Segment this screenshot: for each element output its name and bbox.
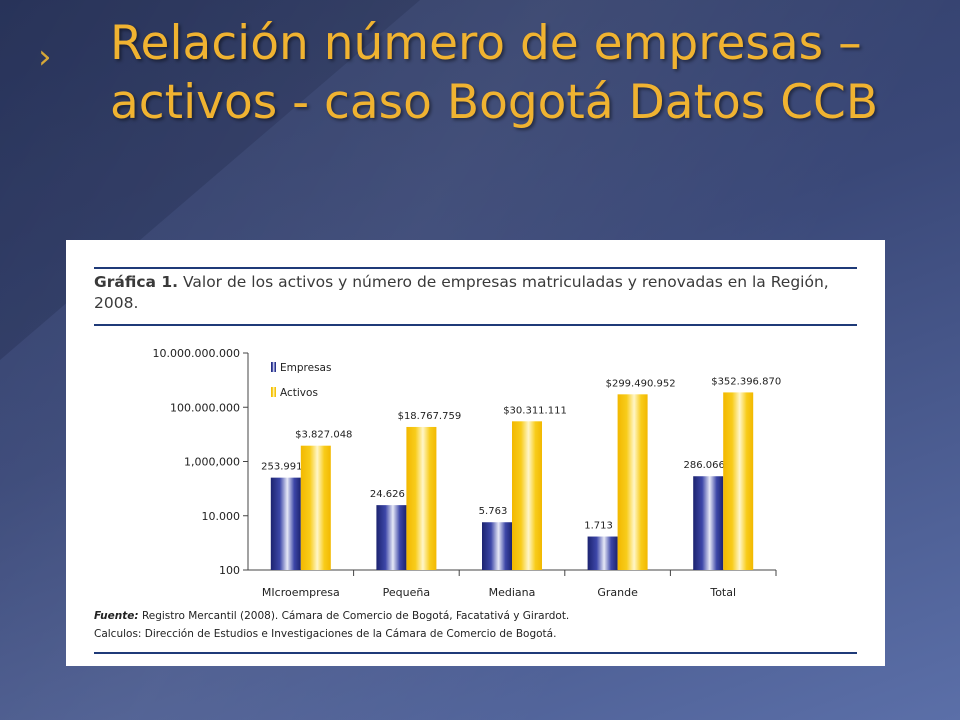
bottom-rule	[94, 652, 857, 654]
data-label-activos: $352.396.870	[711, 376, 781, 387]
y-tick-label: 10.000.000.000	[153, 347, 240, 360]
bar-empresas	[482, 522, 512, 570]
x-tick-label: Grande	[597, 586, 638, 599]
y-tick-label: 100	[219, 564, 240, 577]
slide-title: Relación número de empresas – activos - …	[110, 16, 879, 130]
bar-empresas	[376, 505, 407, 570]
data-label-empresas: 286.066	[684, 460, 725, 471]
data-label-activos: $30.311.111	[503, 405, 567, 416]
top-rule	[94, 267, 857, 269]
chart-panel: Gráfica 1. Valor de los activos y número…	[66, 240, 885, 666]
bar-empresas	[693, 476, 724, 570]
bar-activos	[617, 394, 648, 570]
data-label-activos: $18.767.759	[398, 411, 462, 422]
data-label-activos: $3.827.048	[295, 430, 352, 441]
legend-swatch-empresas	[271, 362, 276, 372]
x-tick-label: Pequeña	[383, 586, 430, 599]
x-tick-label: Total	[709, 586, 736, 599]
bar-activos	[406, 426, 437, 570]
data-label-activos: $299.490.952	[606, 378, 676, 389]
bar-activos	[512, 421, 542, 570]
bar-activos	[723, 392, 754, 570]
x-tick-label: MIcroempresa	[262, 586, 340, 599]
bar-empresas	[270, 477, 301, 570]
figure-caption-text: Valor de los activos y número de empresa…	[94, 273, 829, 312]
bar-activos	[300, 445, 331, 570]
legend-label-empresas: Empresas	[280, 362, 331, 374]
data-label-empresas: 1.713	[584, 521, 613, 532]
data-label-empresas: 5.763	[479, 506, 508, 517]
y-tick-label: 1,000,000	[184, 456, 240, 469]
source-label: Fuente:	[94, 610, 139, 622]
y-tick-label: 100.000.000	[170, 401, 240, 414]
y-tick-label: 10.000	[202, 510, 241, 523]
caption-rule	[94, 324, 857, 326]
source-note: Fuente: Registro Mercantil (2008). Cámar…	[94, 610, 864, 622]
legend-label-activos: Activos	[280, 387, 318, 399]
figure-label: Gráfica 1.	[94, 273, 179, 291]
data-label-empresas: 253.991	[261, 462, 302, 473]
calc-note: Calculos: Dirección de Estudios e Invest…	[94, 628, 557, 640]
x-tick-label: Mediana	[489, 586, 536, 599]
bar-empresas	[587, 536, 618, 570]
bar-chart: 100 10.000 1,000,000 100.000.000 10.000.000.…	[153, 347, 782, 599]
legend-swatch-activos	[271, 387, 276, 397]
source-text: Registro Mercantil (2008). Cámara de Com…	[141, 610, 570, 622]
data-label-empresas: 24.626	[370, 489, 405, 500]
chevron-right-icon: ›	[38, 37, 52, 77]
figure-caption: Gráfica 1. Valor de los activos y número…	[94, 272, 864, 314]
